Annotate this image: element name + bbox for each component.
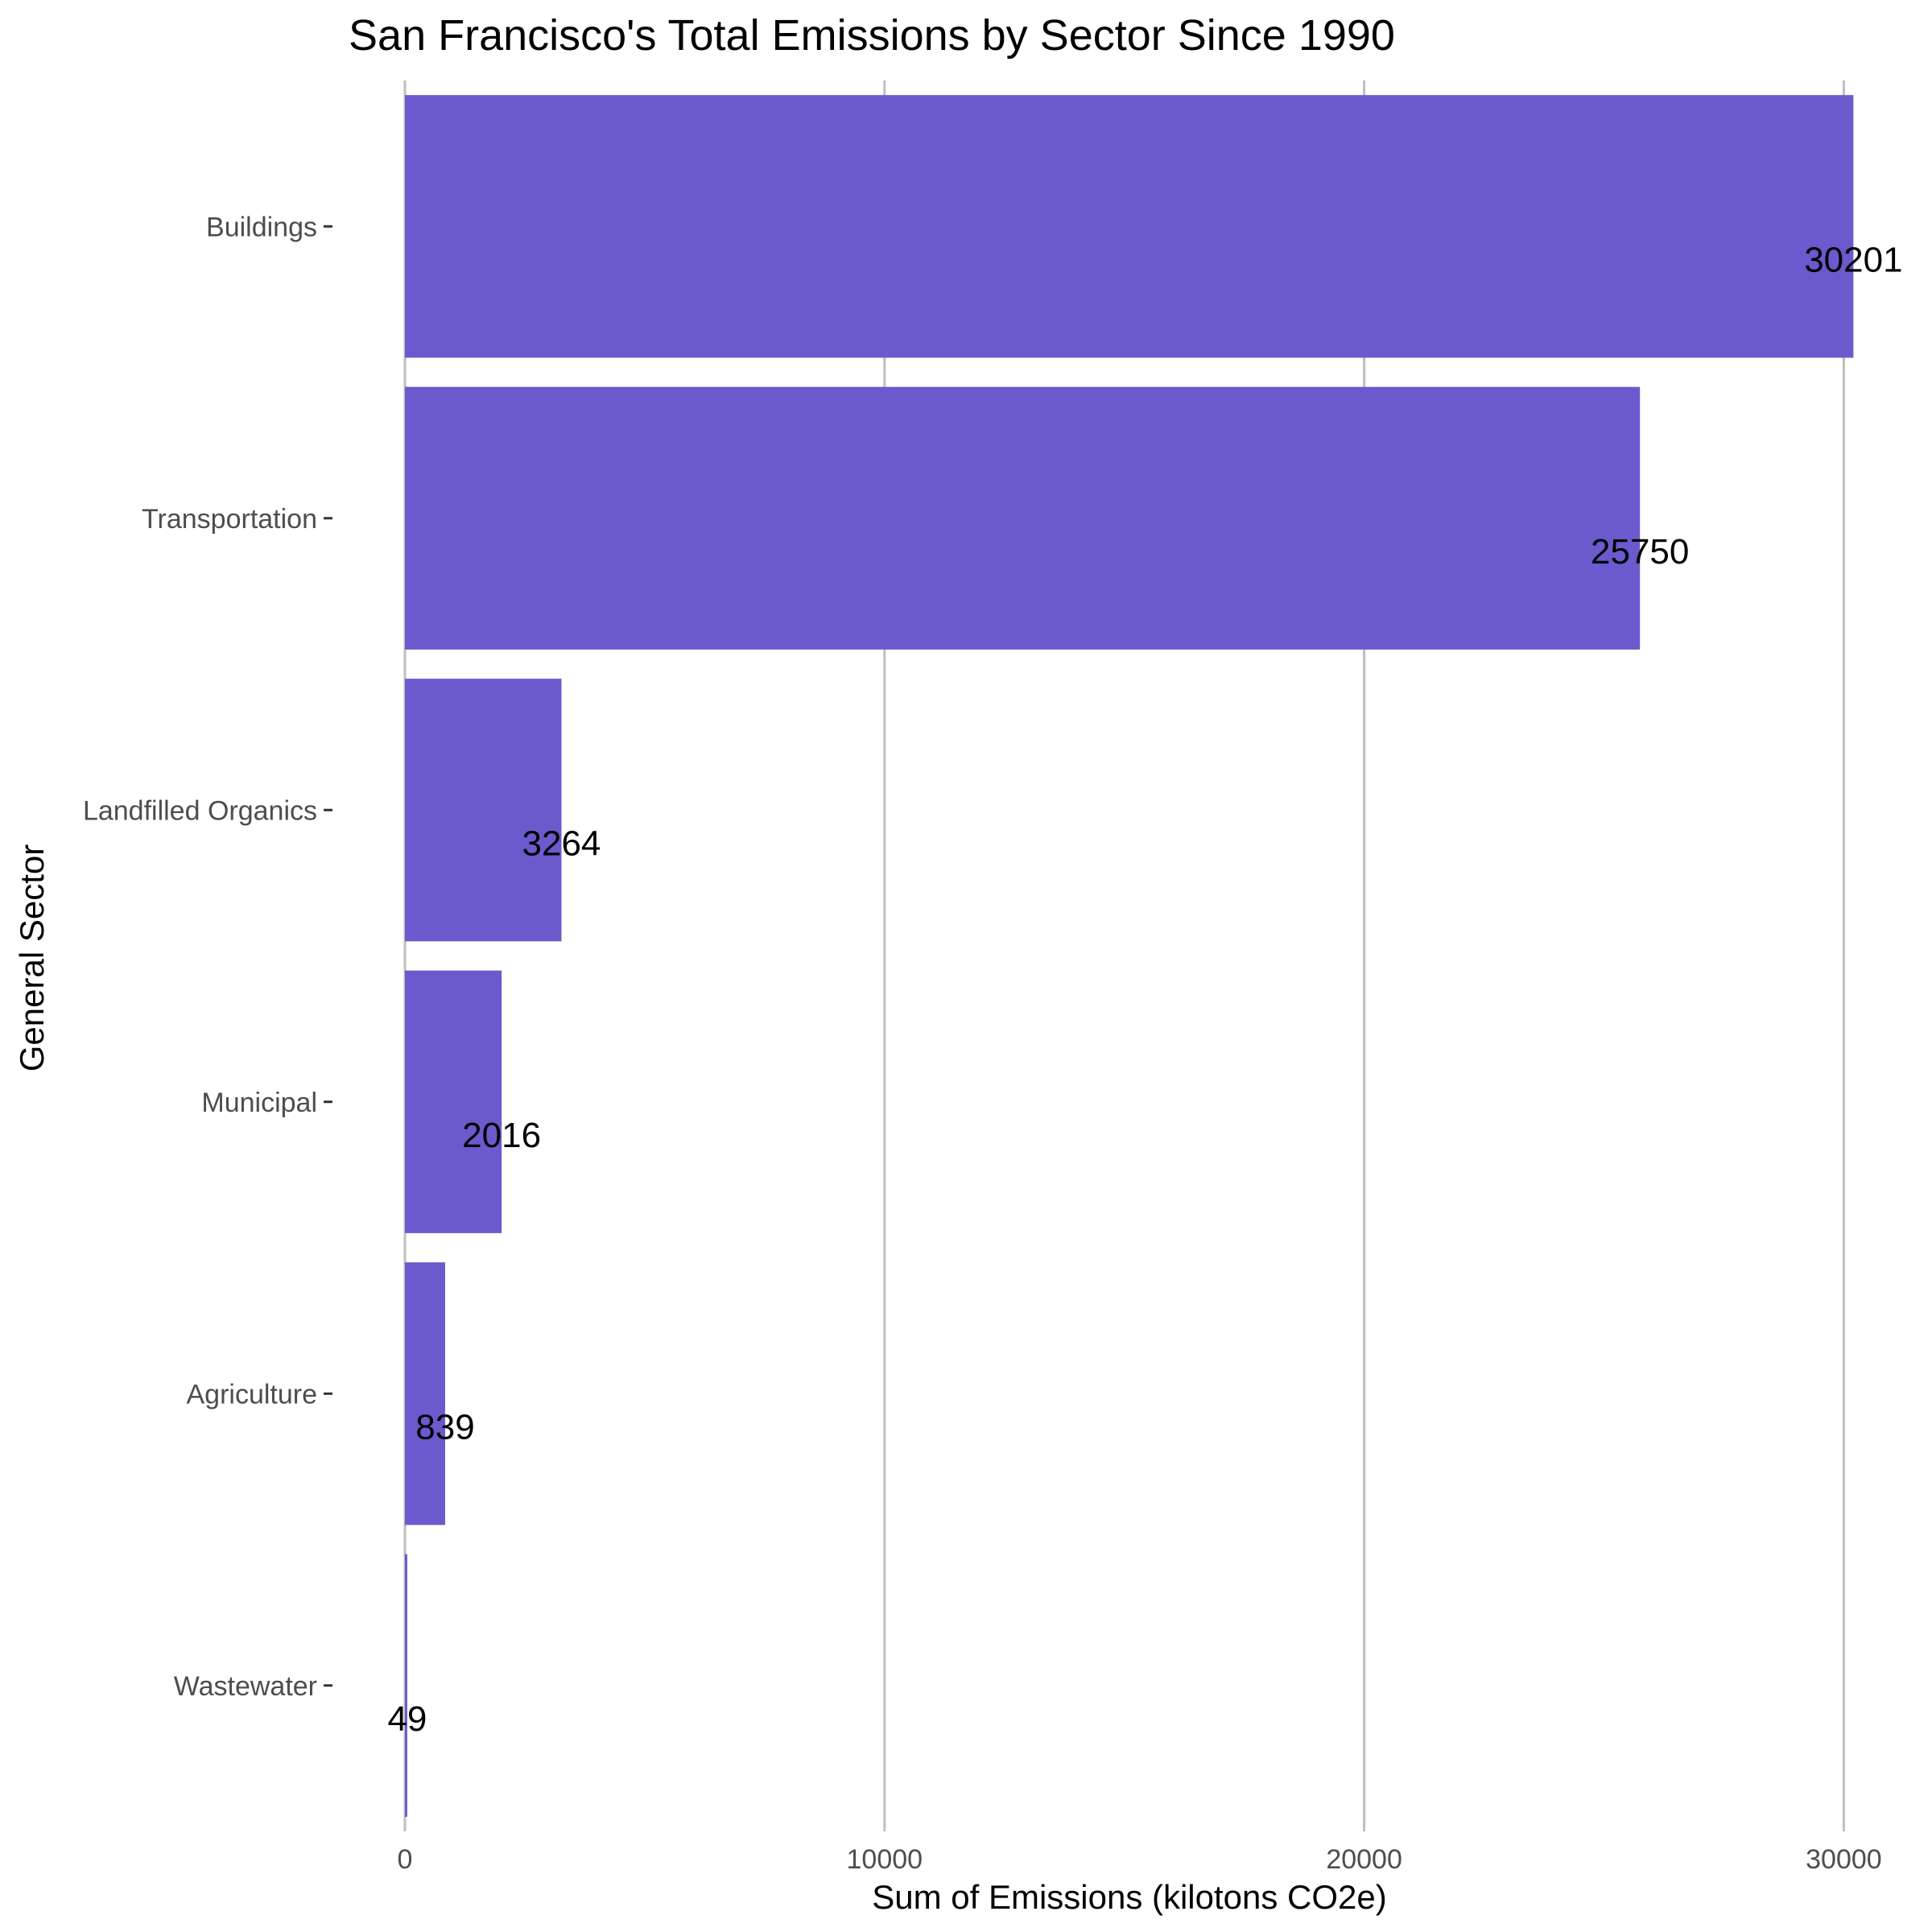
data-label-buildings: 30201 xyxy=(1804,240,1902,279)
gridlines xyxy=(403,80,1845,1831)
y-tick-label-landfilled-organics: Landfilled Organics xyxy=(83,795,317,826)
data-label-municipal: 2016 xyxy=(462,1116,541,1155)
data-label-agriculture: 839 xyxy=(415,1407,474,1447)
bar-wastewater xyxy=(405,1554,407,1817)
chart-title: San Francisco's Total Emissions by Secto… xyxy=(349,11,1395,60)
x-tick-label-20000: 20000 xyxy=(1326,1844,1402,1875)
bar-transportation xyxy=(405,386,1641,650)
bars xyxy=(405,95,1854,1817)
y-axis-title: General Sector xyxy=(13,844,51,1071)
data-label-landfilled-organics: 3264 xyxy=(522,824,601,863)
data-label-transportation: 25750 xyxy=(1591,532,1689,572)
x-tick-label-30000: 30000 xyxy=(1806,1844,1882,1875)
y-axis: Buildings Transportation Landfilled Organi… xyxy=(83,212,332,1702)
x-axis: 0 10000 20000 30000 xyxy=(398,1844,1882,1875)
bar-agriculture xyxy=(405,1262,445,1525)
x-tick-label-0: 0 xyxy=(398,1844,413,1875)
y-tick-label-wastewater: Wastewater xyxy=(174,1671,317,1702)
bar-buildings xyxy=(405,95,1854,358)
y-tick-label-transportation: Transportation xyxy=(142,504,317,535)
y-tick-label-municipal: Municipal xyxy=(201,1088,317,1118)
y-tick-label-agriculture: Agriculture xyxy=(186,1379,317,1410)
x-tick-label-10000: 10000 xyxy=(847,1844,923,1875)
data-labels: 30201 25750 3264 2016 839 49 xyxy=(387,240,1902,1739)
data-label-wastewater: 49 xyxy=(387,1699,427,1739)
y-tick-label-buildings: Buildings xyxy=(206,212,317,242)
x-axis-title: Sum of Emissions (kilotons CO2e) xyxy=(872,1878,1387,1916)
bar-municipal xyxy=(405,970,502,1233)
bar-landfilled-organics xyxy=(405,679,562,942)
